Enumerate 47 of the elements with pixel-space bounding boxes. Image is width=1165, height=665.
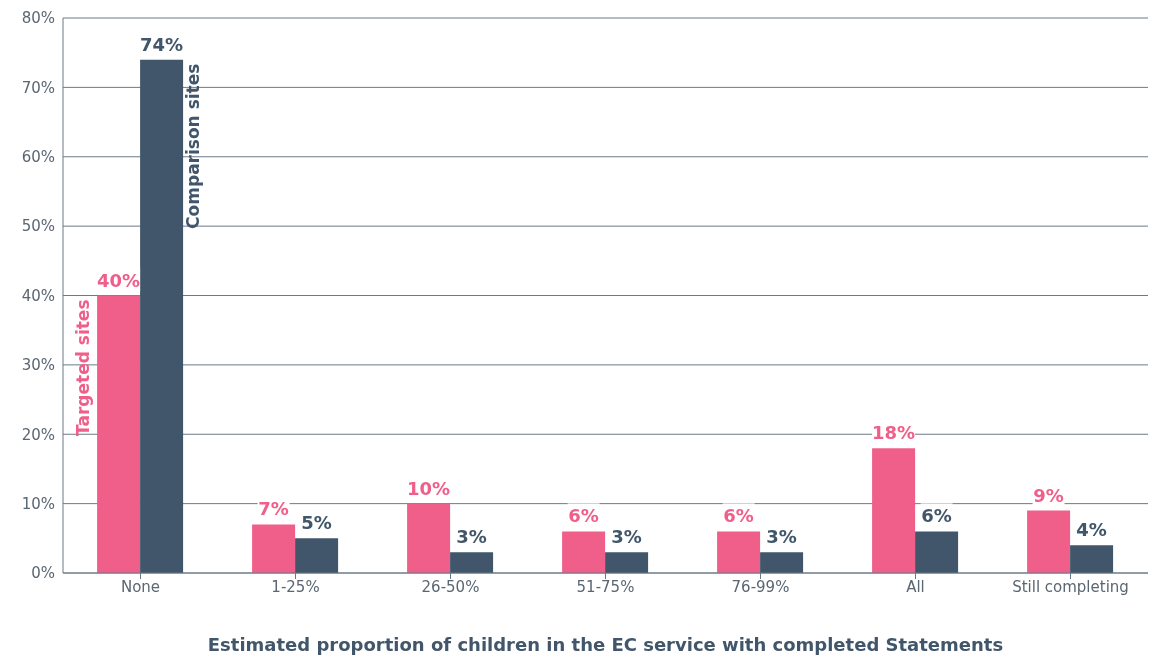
data-label: 3%	[611, 526, 642, 548]
bar	[450, 552, 494, 573]
x-tick-label: 76-99%	[731, 577, 790, 596]
data-label: 18%	[872, 422, 916, 444]
y-tick-label: 60%	[21, 148, 55, 167]
y-tick-label: 40%	[21, 286, 55, 305]
data-label: 5%	[301, 512, 332, 534]
text: Targeted sites	[73, 299, 94, 436]
x-tick-label: 26-50%	[421, 577, 480, 596]
bar	[562, 531, 606, 573]
bar	[717, 531, 761, 573]
x-tick-label: Still completing	[1012, 577, 1129, 596]
data-label: 6%	[568, 505, 599, 527]
data-label: 3%	[456, 526, 487, 548]
bar	[605, 552, 649, 573]
bar	[252, 524, 296, 573]
y-tick-label: 80%	[21, 9, 55, 28]
data-label: 7%	[258, 498, 289, 520]
bar	[872, 448, 916, 573]
data-label: 6%	[723, 505, 754, 527]
data-label: 9%	[1033, 484, 1064, 506]
bar	[407, 503, 451, 573]
bar	[915, 531, 959, 573]
x-tick-label: 1-25%	[271, 577, 320, 596]
data-label: 74%	[140, 33, 184, 55]
data-label: 40%	[97, 269, 141, 291]
bar	[760, 552, 804, 573]
data-label: 3%	[766, 526, 797, 548]
x-tick-label: All	[906, 577, 925, 596]
y-tick-label: 30%	[21, 356, 55, 375]
data-label: 6%	[921, 505, 952, 527]
y-tick-label: 0%	[31, 564, 55, 583]
y-tick-label: 50%	[21, 217, 55, 236]
bar	[1070, 545, 1114, 573]
x-tick-label: None	[120, 577, 161, 596]
bar	[295, 538, 339, 573]
bar	[97, 295, 141, 573]
x-axis-title: Estimated proportion of children in the EC service with completed Statements	[207, 634, 1004, 655]
x-tick-label: 51-75%	[576, 577, 635, 596]
bar	[140, 59, 184, 573]
data-label: 10%	[407, 477, 451, 499]
y-tick-label: 20%	[21, 425, 55, 444]
y-tick-label: 10%	[21, 494, 55, 513]
y-tick-label: 70%	[21, 78, 55, 97]
bar	[1027, 510, 1071, 573]
data-label: 4%	[1076, 519, 1107, 541]
text: Comparison sites	[183, 63, 204, 229]
